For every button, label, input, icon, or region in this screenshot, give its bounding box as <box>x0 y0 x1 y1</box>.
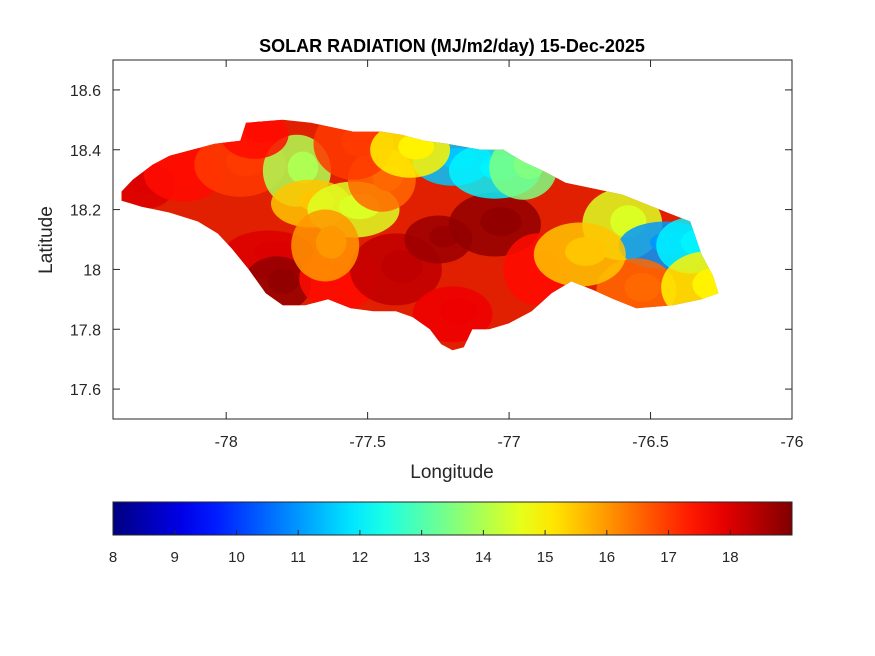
colorbar-tick-label: 12 <box>352 549 369 566</box>
colorbar-tick-label: 13 <box>413 549 430 566</box>
y-tick-label: 18.4 <box>70 143 101 160</box>
colorbar-tick-label: 15 <box>537 549 554 566</box>
colorbar-tick-label: 8 <box>109 549 117 566</box>
y-tick-label: 18 <box>83 262 101 279</box>
colorbar <box>112 501 793 536</box>
field-cell-core <box>480 207 522 236</box>
x-ticks: -78 -77.5 -77 -76.5 -76 <box>215 60 804 451</box>
colorbar-tick-label: 18 <box>722 549 739 566</box>
colorbar-tick-label: 9 <box>171 549 179 566</box>
x-tick-label: -77.5 <box>349 434 386 451</box>
y-ticks: 17.6 17.8 18 18.2 18.4 18.6 <box>70 83 792 399</box>
colorbar-tick-label: 16 <box>598 549 615 566</box>
field-cell-core <box>267 268 299 294</box>
colorbar-ticks: 8 9 10 11 12 13 14 15 16 17 18 <box>109 530 739 566</box>
x-tick-label: -78 <box>215 434 238 451</box>
field-cell-core <box>381 250 423 283</box>
field-cell-core <box>440 298 477 324</box>
y-tick-label: 17.6 <box>70 382 101 399</box>
x-tick-label: -77 <box>498 434 521 451</box>
y-tick-label: 18.6 <box>70 83 101 100</box>
field-cell-core <box>692 268 719 301</box>
colorbar-tick-label: 17 <box>660 549 677 566</box>
colorbar-tick-label: 14 <box>475 549 492 566</box>
field-cell-core <box>253 240 296 263</box>
field-cell-core <box>287 151 319 184</box>
field-cell-core <box>245 121 276 143</box>
field-cell-core <box>565 237 607 266</box>
y-tick-label: 18.2 <box>70 203 101 220</box>
field-cell-core <box>624 273 661 302</box>
x-tick-label: -76 <box>780 434 803 451</box>
colorbar-tick-label: 11 <box>290 549 306 566</box>
y-axis-label: Latitude <box>36 206 57 274</box>
chart-title: SOLAR RADIATION (MJ/m2/day) 15-Dec-2025 <box>259 36 645 56</box>
y-tick-label: 17.8 <box>70 322 101 339</box>
field-blobs <box>121 119 719 343</box>
colorbar-tick-label: 10 <box>228 549 245 566</box>
x-axis-label: Longitude <box>410 462 493 483</box>
x-tick-label: -76.5 <box>632 434 669 451</box>
field-cell-core <box>315 226 347 259</box>
field-cell-core <box>341 124 378 157</box>
